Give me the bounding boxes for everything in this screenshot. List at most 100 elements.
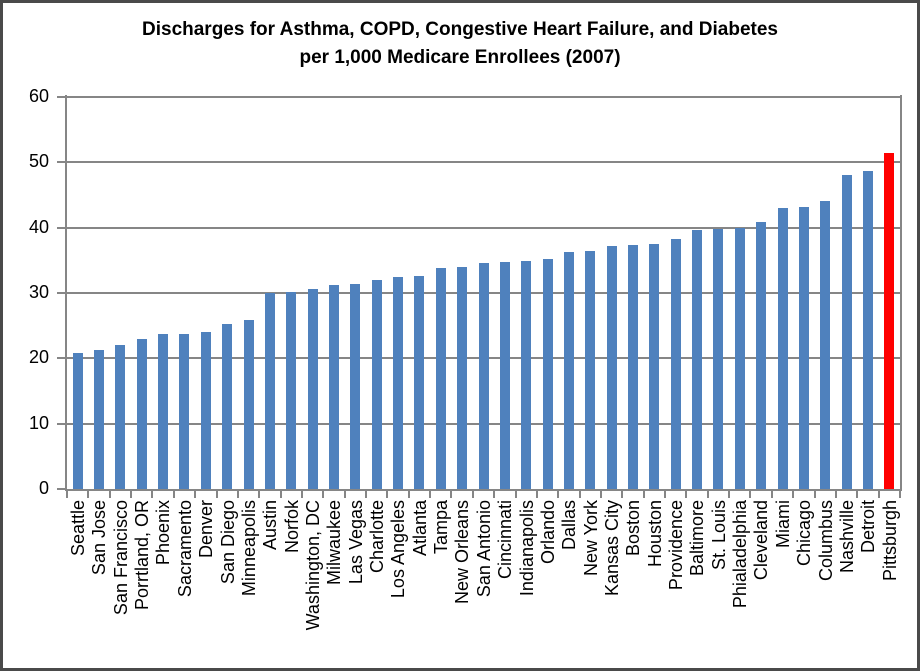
x-axis-label-new-orleans: New Orleans (452, 500, 473, 605)
y-axis-label-0: 0 (38, 478, 49, 498)
x-axis-label-cleveland: Cleveland (751, 500, 772, 581)
gridline-40 (67, 226, 900, 229)
x-tick (365, 491, 367, 498)
bar-washington-dc (307, 289, 318, 489)
x-tick (579, 491, 581, 498)
bar-st-louis (713, 228, 724, 489)
bar-charlotte (371, 279, 382, 489)
y-axis-line (65, 95, 67, 491)
y-axis-label-40: 40 (28, 216, 49, 237)
y-tick-30 (57, 292, 65, 294)
x-tick (600, 491, 602, 498)
x-tick (450, 491, 452, 498)
bar-new-orleans (457, 266, 468, 489)
x-tick (66, 491, 68, 498)
x-axis-label-los-angeles: Los Angeles (388, 500, 409, 599)
x-tick (109, 491, 111, 498)
x-tick (856, 491, 858, 498)
bar-indianapolis (521, 260, 532, 489)
bar-new-york (585, 250, 596, 489)
bar-austin (264, 293, 275, 489)
x-tick (258, 491, 260, 498)
bar-los-angeles (393, 277, 404, 489)
bar-sacramento (179, 333, 190, 489)
x-axis-label-sacramento: Sacramento (174, 500, 195, 598)
bar-las-vegas (350, 283, 361, 489)
x-tick (749, 491, 751, 498)
x-axis-label-atlanta: Atlanta (409, 500, 430, 557)
y-axis-label-60: 60 (28, 86, 49, 106)
y-tick-40 (57, 226, 65, 229)
bar-kansas-city (606, 245, 617, 489)
x-tick (515, 491, 517, 498)
x-tick (643, 491, 645, 498)
y-tick-60 (57, 96, 65, 98)
bar-detroit (862, 171, 873, 489)
bar-baltimore (692, 230, 703, 489)
y-axis-label-20: 20 (28, 347, 49, 368)
gridline-60 (67, 96, 900, 98)
x-axis-label-charlotte: Charlotte (367, 500, 388, 574)
y-tick-0 (57, 488, 65, 490)
x-axis-label-minneapolis: Minneapolis (238, 500, 259, 597)
x-tick (536, 491, 538, 498)
x-axis-label-columbus: Columbus (815, 500, 836, 582)
x-axis-label-boston: Boston (623, 500, 644, 557)
x-axis-label-cincinnati: Cincinnati (495, 500, 516, 580)
x-tick (472, 491, 474, 498)
bar-san-jose (94, 349, 105, 489)
x-tick (408, 491, 410, 498)
x-tick (344, 491, 346, 498)
x-axis-label-detroit: Detroit (858, 500, 879, 554)
x-tick (878, 491, 880, 498)
bar-providence (670, 238, 681, 489)
bar-orlando (542, 259, 553, 489)
x-tick (557, 491, 559, 498)
x-tick (151, 491, 153, 498)
x-axis-label-kansas-city: Kansas City (601, 500, 622, 597)
bar-boston (628, 244, 638, 489)
x-axis-label-tampa: Tampa (431, 500, 452, 555)
bar-chicago (798, 206, 809, 489)
x-axis-label-pittsburgh: Pittsburgh (879, 500, 900, 582)
x-axis-label-chicago: Chicago (794, 500, 815, 567)
x-tick (621, 491, 623, 498)
x-axis-label-san-francisco: San Francisco (110, 500, 131, 616)
y-axis-label-50: 50 (28, 151, 49, 172)
x-axis-label-miami: Miami (772, 500, 793, 548)
x-tick (130, 491, 132, 498)
bar-atlanta (414, 276, 425, 489)
bar-norfok (286, 291, 297, 489)
bar-san-diego (222, 324, 233, 489)
x-tick (835, 491, 837, 498)
x-tick (194, 491, 196, 498)
x-axis-label-denver: Denver (196, 500, 217, 559)
x-axis-label-san-diego: San Diego (217, 500, 238, 585)
x-tick (664, 491, 666, 498)
x-tick (814, 491, 816, 498)
x-axis-label-st-louis: St. Louis (708, 500, 729, 571)
x-axis-label-milwaukee: Milwaukee (324, 500, 345, 586)
x-axis-label-norfok: Norfok (281, 500, 302, 554)
x-axis-label-new-york: New York (580, 500, 601, 577)
x-axis-label-providence: Providence (666, 500, 687, 591)
bar-cincinnati (499, 262, 510, 489)
chart-title: Discharges for Asthma, COPD, Congestive … (3, 16, 917, 72)
y-tick-50 (57, 161, 65, 164)
x-tick (707, 491, 709, 498)
x-tick (685, 491, 687, 498)
x-axis-label-houston: Houston (644, 500, 665, 568)
bar-cleveland (756, 222, 767, 489)
bar-pittsburgh (884, 153, 895, 489)
chart-title-line2: per 1,000 Medicare Enrollees (2007) (299, 47, 621, 68)
bar-columbus (820, 200, 831, 489)
y-tick-20 (57, 357, 65, 360)
x-tick (237, 491, 239, 498)
x-tick (899, 491, 901, 498)
bar-minneapolis (243, 320, 254, 489)
bar-dallas (563, 252, 574, 489)
bar-seattle (72, 353, 83, 489)
plot-right-border (900, 95, 902, 491)
x-axis-label-phoenix: Phoenix (153, 500, 174, 566)
